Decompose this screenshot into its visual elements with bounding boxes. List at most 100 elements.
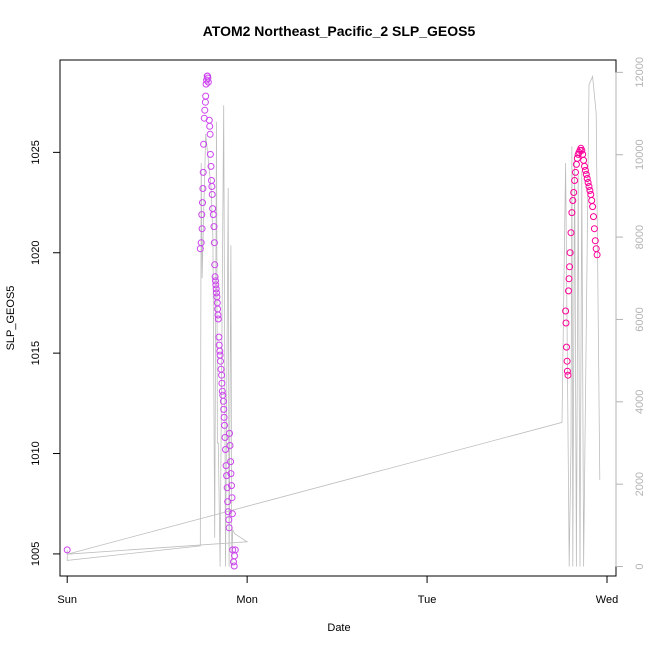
data-point bbox=[228, 482, 235, 490]
data-point bbox=[206, 130, 214, 138]
y-tick-label: 1015 bbox=[30, 341, 42, 365]
data-point bbox=[208, 177, 215, 184]
data-point bbox=[213, 289, 220, 297]
data-point bbox=[223, 472, 231, 480]
y2-tick-label: 6000 bbox=[634, 307, 646, 331]
data-point bbox=[569, 197, 577, 204]
data-point bbox=[210, 239, 218, 247]
data-point bbox=[581, 166, 589, 174]
data-point bbox=[225, 524, 233, 532]
y2-tick-label: 10000 bbox=[634, 139, 646, 170]
data-point bbox=[228, 494, 236, 502]
data-point bbox=[221, 434, 229, 441]
data-point bbox=[211, 261, 219, 269]
data-point bbox=[231, 546, 239, 554]
data-point bbox=[208, 183, 216, 190]
data-point bbox=[228, 510, 236, 518]
plot-area bbox=[59, 59, 617, 577]
data-point bbox=[588, 197, 596, 204]
data-point bbox=[222, 446, 229, 453]
data-point bbox=[591, 237, 599, 245]
y2-tick-label: 4000 bbox=[634, 390, 646, 414]
data-point bbox=[593, 251, 601, 259]
data-point bbox=[210, 223, 218, 231]
data-point bbox=[570, 189, 578, 196]
data-point bbox=[230, 562, 238, 570]
y2-tick-label: 12000 bbox=[634, 57, 646, 88]
data-point bbox=[573, 154, 581, 162]
y2-tick-label: 8000 bbox=[634, 225, 646, 249]
y2-tick-label: 0 bbox=[634, 563, 646, 569]
data-point bbox=[563, 343, 570, 351]
data-point bbox=[221, 421, 228, 429]
x-tick-label: Wed bbox=[596, 594, 618, 606]
data-point bbox=[208, 191, 216, 198]
data-point bbox=[197, 239, 205, 247]
data-point bbox=[566, 249, 574, 257]
data-point bbox=[580, 156, 588, 164]
data-point bbox=[203, 76, 211, 84]
data-point bbox=[564, 371, 572, 379]
data-point bbox=[563, 367, 571, 375]
data-point bbox=[212, 281, 220, 289]
data-point bbox=[212, 285, 220, 293]
data-point bbox=[216, 351, 224, 359]
data-point bbox=[592, 245, 600, 253]
y-axis-label: SLP_GEOS5 bbox=[5, 286, 17, 351]
x-axis-label: Date bbox=[327, 622, 350, 634]
data-point bbox=[590, 213, 597, 221]
data-point bbox=[201, 106, 209, 114]
data-point bbox=[199, 199, 206, 207]
data-point bbox=[565, 275, 573, 283]
data-point bbox=[581, 162, 588, 170]
data-point bbox=[222, 462, 230, 470]
data-point bbox=[589, 203, 597, 211]
x-axis: Sun Mon Tue Wed bbox=[57, 575, 618, 606]
data-point bbox=[224, 498, 232, 506]
data-point bbox=[199, 185, 207, 192]
y-tick-label: 1005 bbox=[30, 542, 42, 566]
data-point bbox=[211, 273, 219, 281]
y-tick-label: 1010 bbox=[30, 441, 42, 465]
y2-tick-label: 2000 bbox=[634, 472, 646, 496]
secondary-series bbox=[66, 74, 601, 567]
data-point bbox=[199, 168, 207, 176]
data-point bbox=[220, 405, 228, 413]
data-point bbox=[201, 98, 209, 106]
data-point bbox=[218, 379, 226, 387]
data-point bbox=[563, 357, 571, 365]
data-point bbox=[219, 397, 227, 405]
data-point bbox=[566, 263, 574, 271]
data-point bbox=[224, 508, 232, 516]
data-point bbox=[562, 319, 570, 327]
data-point bbox=[571, 177, 579, 184]
data-point bbox=[584, 179, 592, 186]
data-point bbox=[218, 387, 226, 395]
data-point bbox=[202, 92, 210, 100]
points-series bbox=[63, 72, 601, 570]
data-point bbox=[583, 175, 591, 182]
data-point bbox=[217, 365, 225, 373]
data-point bbox=[220, 413, 228, 421]
data-point bbox=[209, 211, 217, 219]
y-tick-label: 1025 bbox=[30, 140, 42, 164]
data-point bbox=[204, 78, 212, 86]
data-point bbox=[209, 205, 217, 213]
data-point bbox=[196, 245, 204, 253]
y-tick-label: 1020 bbox=[30, 241, 42, 265]
data-point bbox=[568, 209, 576, 217]
secondary-line bbox=[66, 74, 601, 567]
data-point bbox=[223, 484, 231, 492]
data-point bbox=[205, 116, 213, 124]
data-point bbox=[226, 442, 234, 449]
data-point bbox=[227, 470, 235, 478]
x-tick-label: Mon bbox=[236, 594, 257, 606]
data-point bbox=[225, 516, 233, 524]
data-point bbox=[215, 333, 223, 341]
x-tick-label: Tue bbox=[418, 594, 437, 606]
data-point bbox=[572, 168, 579, 176]
data-point bbox=[567, 229, 575, 237]
data-point bbox=[207, 162, 215, 170]
